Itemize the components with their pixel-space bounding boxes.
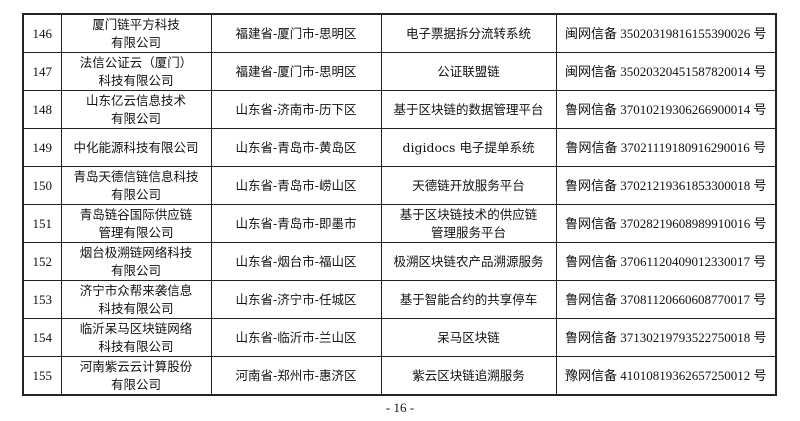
table-row: 149 中化能源科技有限公司 山东省-青岛市-黄岛区 digidocs 电子提单系统 鲁… xyxy=(22,128,777,167)
table-row: 154 临沂呆马区块链网络 科技有限公司 山东省-临沂市-兰山区 呆马区块链 鲁网信备 3… xyxy=(22,318,777,357)
service-name: 天德链开放服务平台 xyxy=(380,166,557,205)
record-number: 鲁网信备 37061120409012330017 号 xyxy=(555,242,777,281)
company-name-line: 管理有限公司 xyxy=(98,224,174,240)
row-number: 147 xyxy=(22,52,62,91)
company-name: 法信公证云（厦门） 科技有限公司 xyxy=(60,52,212,91)
filing-table: 146 厦门链平方科技 有限公司 福建省-厦门市-思明区 电子票据拆分流转系统 闽网信备 … xyxy=(22,13,777,396)
row-number: 154 xyxy=(22,318,62,357)
company-name-line: 临沂呆马区块链网络 xyxy=(79,320,193,336)
company-name: 烟台极溯链网络科技 有限公司 xyxy=(60,242,212,281)
service-name: 公证联盟链 xyxy=(380,52,557,91)
service-name-line: 天德链开放服务平台 xyxy=(412,177,525,193)
table-row: 152 烟台极溯链网络科技 有限公司 山东省-烟台市-福山区 极溯区块链农产品溯源服务鲁… xyxy=(22,242,777,281)
service-name: 基于智能合约的共享停车 xyxy=(380,280,557,319)
record-number: 鲁网信备 37130219793522750018 号 xyxy=(555,318,777,357)
company-name-line: 科技有限公司 xyxy=(98,72,174,88)
row-number: 155 xyxy=(22,356,62,396)
company-name-line: 山东亿云信息技术 xyxy=(85,92,186,108)
company-name-line: 青岛天德信链信息科技 xyxy=(73,168,199,184)
company-name-line: 科技有限公司 xyxy=(98,300,174,316)
company-name: 临沂呆马区块链网络 科技有限公司 xyxy=(60,318,212,357)
region: 山东省-青岛市-崂山区 xyxy=(210,166,382,205)
region: 山东省-济南市-历下区 xyxy=(210,90,382,129)
record-number: 闽网信备 35020319816155390026 号 xyxy=(555,13,777,53)
table-row: 151 青岛链谷国际供应链 管理有限公司 山东省-青岛市-即墨市 基于区块链技术的供应链… xyxy=(22,204,777,243)
company-name-line: 有限公司 xyxy=(110,186,161,202)
service-name-line: 极溯区块链农产品溯源服务 xyxy=(393,253,544,269)
table-row: 150 青岛天德信链信息科技 有限公司 山东省-青岛市-崂山区 天德链开放服务平台 鲁网信… xyxy=(22,166,777,205)
service-name-line: 公证联盟链 xyxy=(437,63,500,79)
record-number: 鲁网信备 37021219361853300018 号 xyxy=(555,166,777,205)
company-name-line: 青岛链谷国际供应链 xyxy=(79,206,193,222)
page-number: - 16 - xyxy=(385,400,415,415)
region: 山东省-烟台市-福山区 xyxy=(210,242,382,281)
region: 山东省-临沂市-兰山区 xyxy=(210,318,382,357)
record-number: 鲁网信备 37028219608989910016 号 xyxy=(555,204,777,243)
company-name-line: 济宁市众帮来袭信息 xyxy=(79,282,193,298)
company-name-line: 有限公司 xyxy=(110,34,161,50)
company-name: 山东亿云信息技术 有限公司 xyxy=(60,90,212,129)
row-number: 146 xyxy=(22,13,62,53)
row-number: 151 xyxy=(22,204,62,243)
row-number: 152 xyxy=(22,242,62,281)
record-number: 鲁网信备 37010219306266900014 号 xyxy=(555,90,777,129)
company-name: 青岛天德信链信息科技 有限公司 xyxy=(60,166,212,205)
table-row: 146 厦门链平方科技 有限公司 福建省-厦门市-思明区 电子票据拆分流转系统 闽网信备 … xyxy=(22,13,777,53)
company-name: 济宁市众帮来袭信息 科技有限公司 xyxy=(60,280,212,319)
service-name: 基于区块链的数据管理平台 xyxy=(380,90,557,129)
record-number: 闽网信备 35020320451587820014 号 xyxy=(555,52,777,91)
service-name: 紫云区块链追溯服务 xyxy=(380,356,557,396)
service-name-line: 基于智能合约的共享停车 xyxy=(399,291,538,307)
service-name: 基于区块链技术的供应链 管理服务平台 xyxy=(380,204,557,243)
region: 山东省-青岛市-即墨市 xyxy=(210,204,382,243)
company-name-line: 中化能源科技有限公司 xyxy=(73,139,199,155)
row-number: 149 xyxy=(22,128,62,167)
row-number: 153 xyxy=(22,280,62,319)
company-name-line: 法信公证云（厦门） xyxy=(79,54,193,70)
record-number: 鲁网信备 37021119180916290016 号 xyxy=(555,128,777,167)
company-name-line: 科技有限公司 xyxy=(98,338,174,354)
company-name-line: 有限公司 xyxy=(110,262,161,278)
table-row: 155 河南紫云云计算股份 有限公司 河南省-郑州市-惠济区 紫云区块链追溯服务 豫网信备… xyxy=(22,356,777,396)
company-name-line: 有限公司 xyxy=(110,110,161,126)
service-name: digidocs 电子提单系统 xyxy=(380,128,557,167)
table-row: 147 法信公证云（厦门） 科技有限公司 福建省-厦门市-思明区 公证联盟链 闽网信备 3… xyxy=(22,52,777,91)
service-name: 呆马区块链 xyxy=(380,318,557,357)
company-name: 中化能源科技有限公司 xyxy=(60,128,212,167)
record-number: 豫网信备 41010819362657250012 号 xyxy=(555,356,777,396)
service-name: 电子票据拆分流转系统 xyxy=(380,13,557,53)
service-name-line: 基于区块链技术的供应链 xyxy=(399,206,538,222)
service-name: 极溯区块链农产品溯源服务 xyxy=(380,242,557,281)
region: 福建省-厦门市-思明区 xyxy=(210,13,382,53)
company-name-line: 厦门链平方科技 xyxy=(92,16,180,32)
company-name: 河南紫云云计算股份 有限公司 xyxy=(60,356,212,396)
table-row: 153 济宁市众帮来袭信息 科技有限公司 山东省-济宁市-任城区 基于智能合约的共享停车… xyxy=(22,280,777,319)
service-name-line: 电子票据拆分流转系统 xyxy=(405,25,531,41)
company-name: 厦门链平方科技 有限公司 xyxy=(60,13,212,53)
service-name-line: 管理服务平台 xyxy=(430,224,506,240)
service-name-line: 呆马区块链 xyxy=(437,329,500,345)
region: 福建省-厦门市-思明区 xyxy=(210,52,382,91)
company-name-line: 河南紫云云计算股份 xyxy=(79,358,193,374)
record-number: 鲁网信备 37081120660608770017 号 xyxy=(555,280,777,319)
company-name-line: 烟台极溯链网络科技 xyxy=(79,244,193,260)
service-name-line: digidocs 电子提单系统 xyxy=(402,139,535,155)
company-name: 青岛链谷国际供应链 管理有限公司 xyxy=(60,204,212,243)
region: 河南省-郑州市-惠济区 xyxy=(210,356,382,396)
company-name-line: 有限公司 xyxy=(110,376,161,392)
region: 山东省-济宁市-任城区 xyxy=(210,280,382,319)
row-number: 150 xyxy=(22,166,62,205)
service-name-line: 基于区块链的数据管理平台 xyxy=(393,101,544,117)
region: 山东省-青岛市-黄岛区 xyxy=(210,128,382,167)
table-row: 148 山东亿云信息技术 有限公司 山东省-济南市-历下区 基于区块链的数据管理平台 鲁网… xyxy=(22,90,777,129)
service-name-line: 紫云区块链追溯服务 xyxy=(412,367,525,383)
row-number: 148 xyxy=(22,90,62,129)
